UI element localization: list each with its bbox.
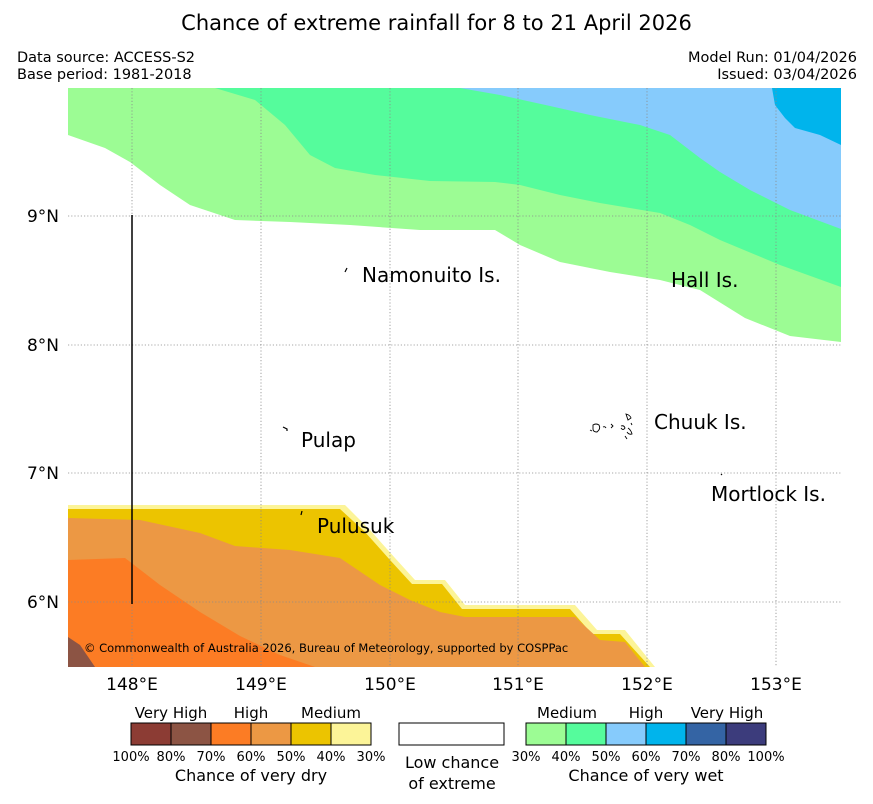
model-run: Model Run: 01/04/2026 [687,50,857,66]
pulap-label: Pulap [301,428,356,452]
map-area [68,88,841,667]
wet-swatch-5 [725,722,767,746]
wet-pct-label: 30% [512,750,541,765]
dry-swatch-4 [290,722,332,746]
dry-very-high-label: Very High [135,704,208,722]
dry-medium-label: Medium [301,704,361,722]
hall-label: Hall Is. [671,268,738,292]
wet-swatch-2 [605,722,647,746]
wet-pct-label: 60% [632,750,661,765]
low-chance-swatch [398,722,505,746]
lon-label-152e: 152°E [621,675,673,695]
wet-percent-labels: 30% 40% 50% 60% 70% 80% 100% [512,750,785,765]
dry-swatch-3 [250,722,292,746]
wet-pct-label: 100% [747,750,784,765]
lon-label-148e: 148°E [106,675,158,695]
dry-caption: Chance of very dry [175,766,327,785]
source-info: Data source: ACCESS-S2 Base period: 1981… [17,50,195,84]
dry-percent-labels: 100% 80% 70% 60% 50% 40% 30% [112,750,385,765]
wet-medium-label: Medium [537,704,597,722]
wet-swatch-0 [525,722,567,746]
lon-label-150e: 150°E [364,675,416,695]
pulusuk-label: Pulusuk [317,514,395,538]
base-period: Base period: 1981-2018 [17,67,192,83]
chuuk-island [589,413,633,440]
dry-pct-label: 30% [357,750,386,765]
run-info: Model Run: 01/04/2026 Issued: 03/04/2026 [688,50,857,84]
wet-pct-label: 50% [592,750,621,765]
pulusuk-island [300,510,303,516]
issued-date: Issued: 03/04/2026 [717,67,857,83]
lat-label-8n: 8°N [27,336,59,356]
wet-pct-label: 70% [672,750,701,765]
dry-swatch-0 [130,722,172,746]
copyright-notice: © Commonwealth of Australia 2026, Bureau… [84,641,568,655]
lat-label-9n: 9°N [27,207,59,227]
mortlock-island [720,473,723,476]
wet-caption: Chance of very wet [568,766,723,785]
dry-swatch-5 [330,722,372,746]
data-source: Data source: ACCESS-S2 [17,50,196,66]
namonuito-island [344,267,348,273]
mortlock-label: Mortlock Is. [711,482,826,506]
wet-colorbar [525,722,767,746]
wet-swatch-3 [645,722,687,746]
dry-pct-label: 100% [112,750,149,765]
low-chance-label-2: of extreme [408,774,495,793]
dry-pct-label: 80% [157,750,186,765]
dry-pct-label: 40% [317,750,346,765]
dry-60-zone [68,558,315,667]
lat-label-6n: 6°N [27,593,59,613]
dry-pct-label: 60% [237,750,266,765]
dry-swatch-1 [170,722,212,746]
dry-swatch-2 [210,722,252,746]
gridlines [68,88,841,667]
chuuk-label: Chuuk Is. [654,410,747,434]
wet-50-zone [460,88,841,229]
dry-70-zone [68,637,95,667]
wet-swatch-1 [565,722,607,746]
wet-swatch-4 [685,722,727,746]
pulap-island [282,426,288,431]
chart-title: Chance of extreme rainfall for 8 to 21 A… [181,11,692,35]
dry-high-label: High [234,704,268,722]
low-chance-label-1: Low chance [405,753,499,772]
lon-label-149e: 149°E [235,675,287,695]
dry-pct-label: 50% [277,750,306,765]
lon-label-153e: 153°E [750,675,802,695]
dry-pct-label: 70% [197,750,226,765]
wet-very-high-label: Very High [691,704,764,722]
lat-label-7n: 7°N [27,464,59,484]
wet-high-label: High [629,704,663,722]
lon-label-151e: 151°E [492,675,544,695]
wet-60-zone [772,88,841,145]
wet-pct-label: 80% [712,750,741,765]
dry-colorbar [130,722,372,746]
namonuito-label: Namonuito Is. [362,263,501,287]
wet-pct-label: 40% [552,750,581,765]
